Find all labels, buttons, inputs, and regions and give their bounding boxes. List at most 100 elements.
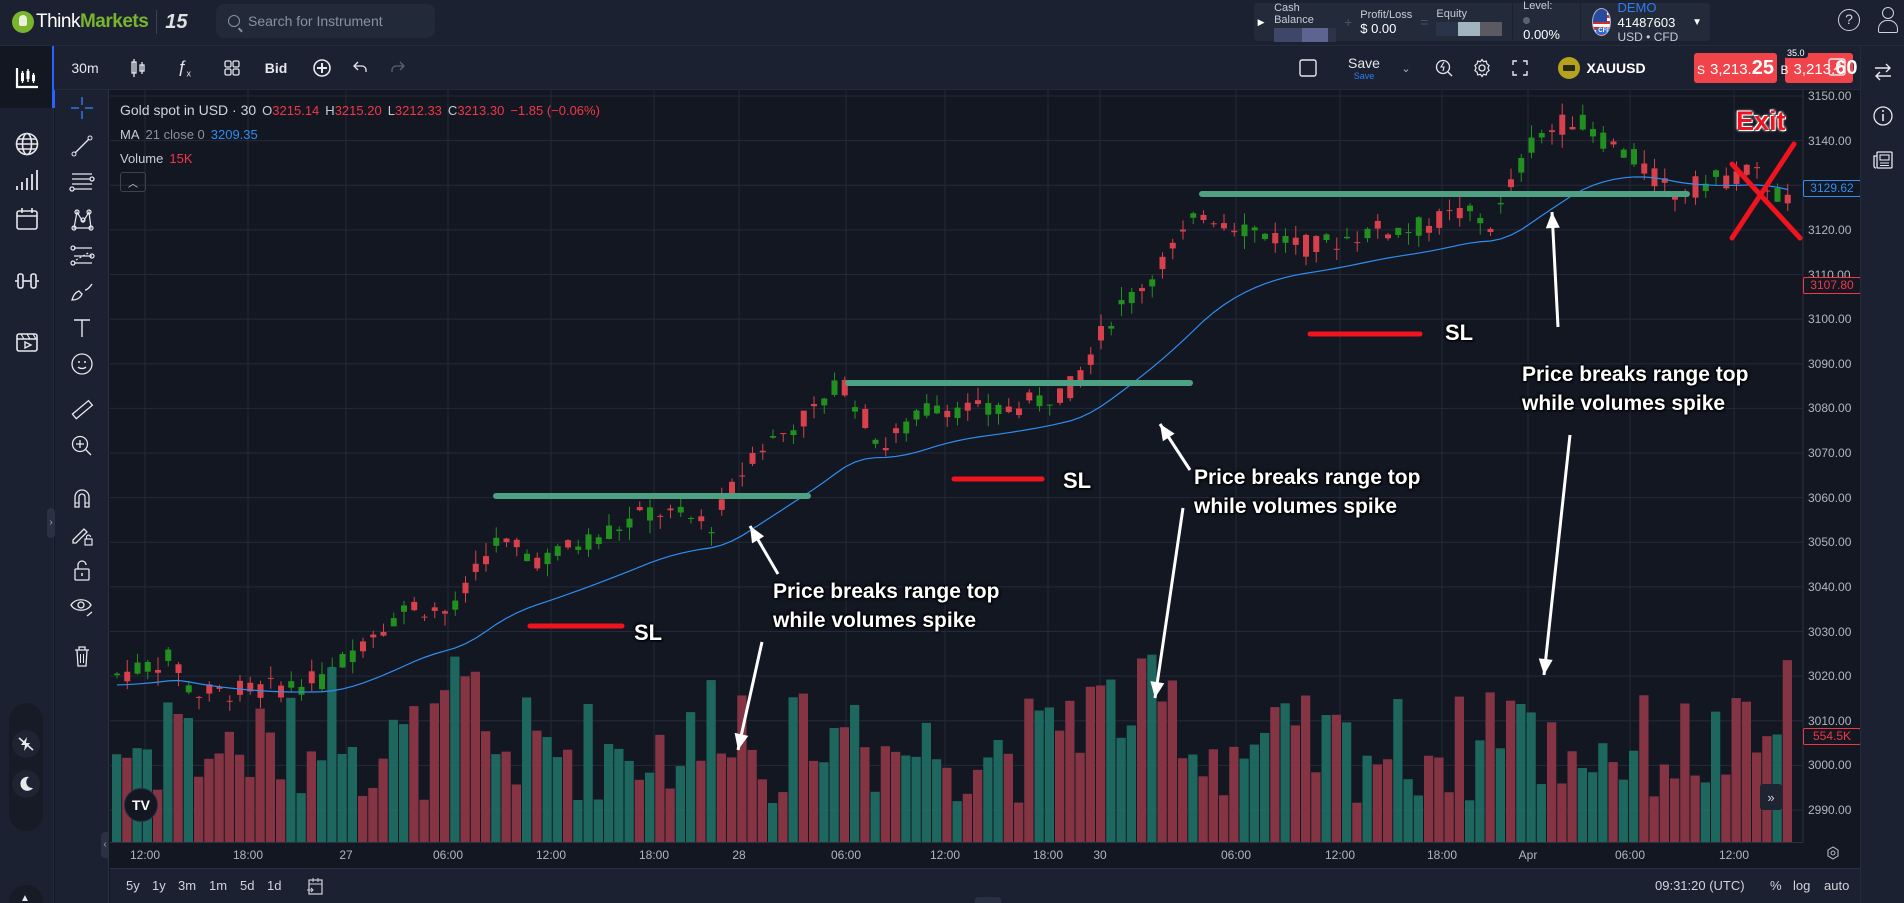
nav-signals[interactable] (0, 158, 54, 202)
redo-button[interactable] (378, 46, 418, 90)
emoji-tool[interactable] (55, 346, 109, 382)
demo-label: DEMO (1617, 0, 1657, 15)
price-source-button[interactable]: Bid (264, 60, 288, 76)
news-button[interactable] (1861, 142, 1904, 178)
time-axis-label: 06:00 (1614, 848, 1646, 862)
hide-drawings-tool[interactable] (55, 588, 109, 624)
gear-icon (1474, 58, 1490, 78)
low-value: 3212.33 (394, 102, 442, 118)
nav-charts[interactable] (0, 46, 54, 108)
range-5y[interactable]: 5y (126, 878, 140, 893)
range-1y[interactable]: 1y (152, 878, 166, 893)
price-chart[interactable]: Gold spot in USD · 30 O3215.14 H3215.20 … (110, 89, 1861, 843)
lock-all-tool[interactable] (55, 552, 109, 588)
pencil-lock-icon (72, 528, 93, 546)
scroll-up-icon[interactable]: ▲ (20, 893, 30, 903)
brush-icon (71, 283, 93, 301)
magnet-tool[interactable] (55, 480, 109, 516)
dark-mode-button[interactable] (12, 770, 40, 798)
crosshair-tool[interactable] (55, 90, 109, 126)
volume-legend[interactable]: Volume 15K (120, 146, 600, 170)
candles-icon (131, 59, 145, 77)
add-button[interactable] (302, 46, 342, 90)
candlestick-chart-canvas[interactable] (110, 90, 1860, 843)
divider (1579, 3, 1581, 41)
instrument-search[interactable] (216, 4, 435, 38)
time-axis-label: 27 (339, 848, 353, 862)
nav-calendar[interactable] (0, 197, 54, 241)
auto-toggle[interactable]: auto (1824, 878, 1850, 893)
time-axis-label: 12:00 (1718, 848, 1750, 862)
text-tool[interactable] (55, 310, 109, 346)
nav-trading-gym[interactable] (0, 259, 54, 303)
info-button[interactable] (1861, 98, 1904, 134)
brush-tool[interactable] (55, 274, 109, 310)
symbol-display[interactable]: XAUUSD (1554, 46, 1650, 90)
series-title[interactable]: Gold spot in USD · 30 (120, 102, 257, 118)
search-input[interactable] (248, 13, 428, 29)
percent-toggle[interactable]: % (1770, 878, 1782, 893)
indicators-button[interactable]: ƒx (164, 46, 204, 90)
popout-icon (1828, 58, 1846, 76)
clock[interactable]: 09:31:20 (UTC) (1655, 878, 1745, 893)
horizontal-lines-tool[interactable] (55, 164, 109, 200)
axis-settings-icon[interactable] (1826, 846, 1840, 860)
popout-button[interactable] (1826, 56, 1848, 78)
scroll-to-realtime-button[interactable]: » (1760, 784, 1782, 810)
symbol-name: XAUUSD (1586, 60, 1646, 76)
range-3m[interactable]: 3m (178, 878, 197, 893)
remove-drawings-tool[interactable] (55, 638, 109, 674)
zoom-tool[interactable] (55, 428, 109, 464)
thinkmarkets-logo[interactable]: Think Markets 15 (12, 9, 188, 35)
lightning-off-button[interactable] (12, 730, 40, 758)
nav-markets[interactable] (0, 122, 54, 166)
chart-type-button[interactable] (118, 46, 158, 90)
help-icon[interactable]: ? (1838, 9, 1860, 31)
collapse-drawbar-handle[interactable]: ‹ (101, 832, 109, 858)
trendline-tool[interactable] (55, 128, 109, 164)
nav-videos[interactable] (0, 320, 54, 364)
collapse-legend-button[interactable]: ︿ (120, 172, 146, 192)
account-type: USD • CFD (1617, 30, 1679, 44)
buy-button[interactable]: B 3,213. 60 (1781, 53, 1858, 83)
layout-button[interactable] (212, 46, 252, 90)
time-axis[interactable]: 12:00 18:00 27 06:00 12:00 18:00 28 06:00 12:00 1… (110, 842, 1803, 866)
account-switcher[interactable]: DEMO 41487603 USD • CFD ▼ (1584, 0, 1710, 44)
quick-search-button[interactable] (1426, 46, 1462, 90)
interval-selector[interactable]: 30m (71, 60, 99, 76)
save-options-chevron-icon[interactable]: ⌄ (1401, 62, 1411, 75)
pattern-tool[interactable] (55, 202, 109, 238)
lock-drawings-tool[interactable] (55, 516, 109, 552)
quick-search-icon (1435, 59, 1453, 77)
range-1m[interactable]: 1m (209, 878, 228, 893)
expand-drawbar-handle[interactable]: › (47, 508, 55, 538)
save-button[interactable]: Save Save (1336, 46, 1392, 90)
goto-date-icon[interactable] (306, 876, 324, 896)
unlock-icon (74, 560, 90, 581)
ma-legend[interactable]: MA 21 close 0 3209.35 (120, 122, 600, 146)
range-5d[interactable]: 5d (240, 878, 255, 893)
tradingview-logo[interactable]: TV (124, 788, 158, 822)
chevron-down-icon: ▼ (1692, 16, 1702, 28)
ruler-tool[interactable] (55, 392, 109, 428)
range-1d[interactable]: 1d (267, 878, 282, 893)
stop-loss-label-3: SL (1445, 320, 1474, 345)
undo-icon (353, 61, 367, 72)
log-toggle[interactable]: log (1793, 878, 1811, 893)
expand-account-button[interactable]: ▶ (1257, 16, 1265, 27)
fib-tool[interactable] (55, 238, 109, 274)
time-axis-label: 18:00 (1032, 848, 1064, 862)
swap-button[interactable] (1861, 54, 1904, 90)
undo-button[interactable] (340, 46, 380, 90)
fullscreen-button[interactable] (1502, 46, 1538, 90)
cash-balance-masked (1274, 28, 1337, 42)
select-layout-button[interactable] (1290, 46, 1326, 90)
margin-level[interactable]: Margin Level: 0.00% ▼ (1517, 0, 1575, 56)
collapse-bottom-panel-handle[interactable] (975, 897, 1001, 903)
settings-button[interactable] (1464, 46, 1500, 90)
gold-bar-icon (1558, 57, 1581, 79)
user-profile-icon[interactable] (1877, 7, 1898, 33)
sell-button[interactable]: S 3,213. 25 (1694, 53, 1777, 83)
lightning-off-icon (18, 737, 34, 751)
newspaper-icon (1873, 151, 1893, 169)
